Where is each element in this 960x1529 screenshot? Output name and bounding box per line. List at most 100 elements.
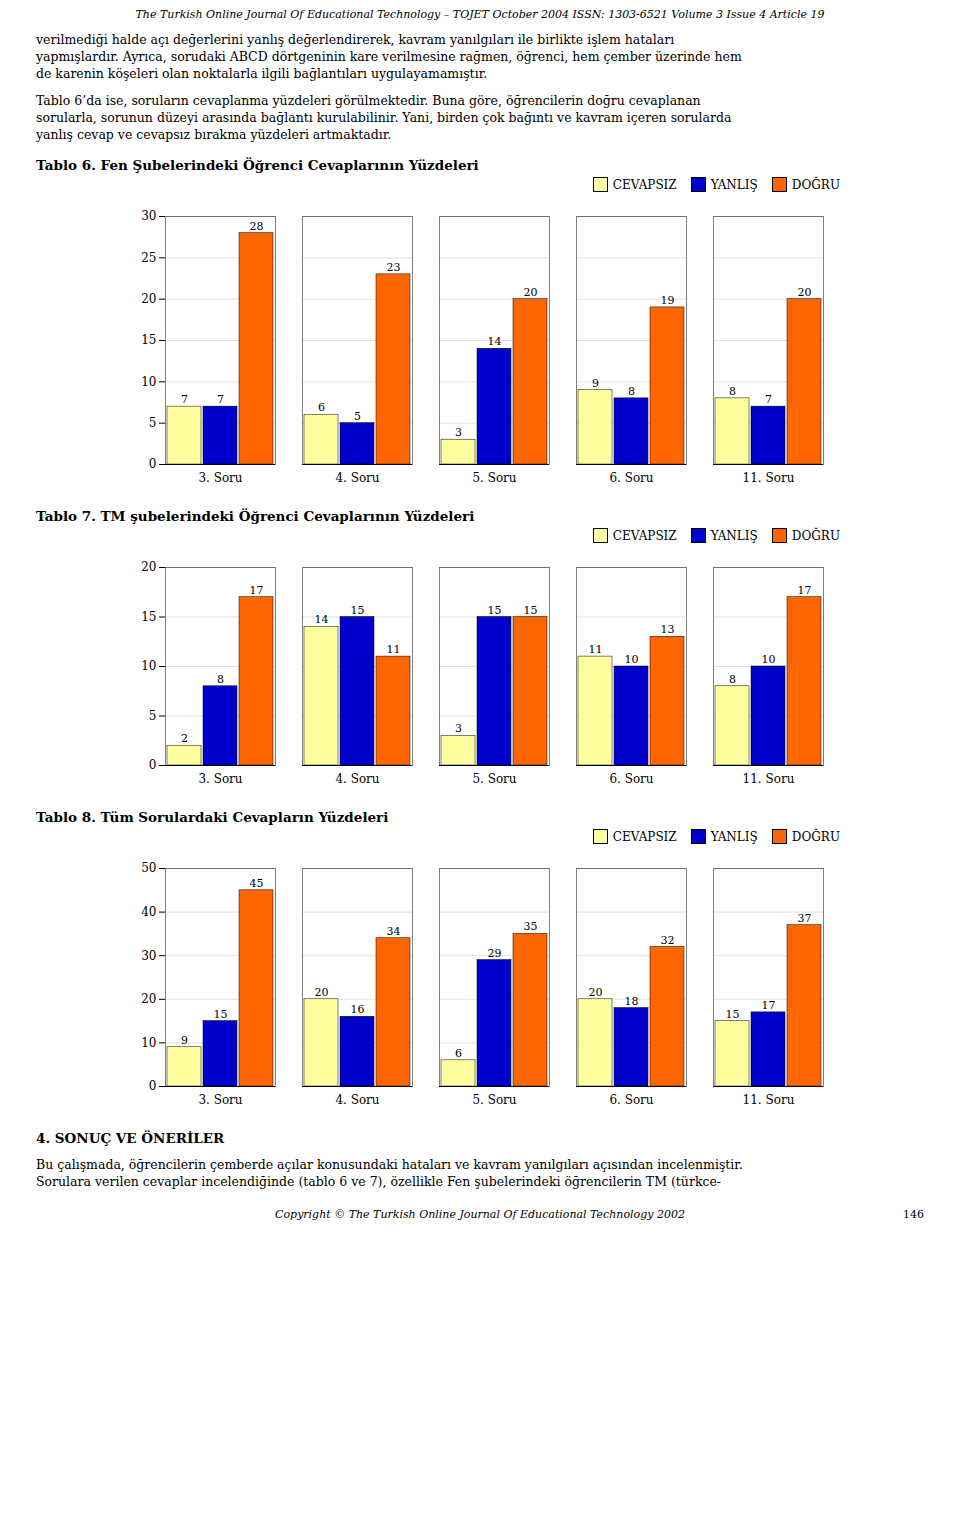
svg-text:5. Soru: 5. Soru [472, 772, 516, 786]
svg-text:37: 37 [798, 912, 812, 925]
svg-text:5: 5 [149, 416, 157, 430]
svg-text:50: 50 [141, 861, 156, 875]
html-text:Tablo 6’da ise, soruların ceva: Tablo 6’da ise, soruların cevaplanma yüz… [36, 93, 701, 108]
svg-text:6: 6 [455, 1047, 462, 1060]
svg-text:10: 10 [762, 653, 776, 666]
svg-text:6. Soru: 6. Soru [609, 1093, 653, 1107]
svg-text:15: 15 [214, 1008, 228, 1021]
svg-text:11: 11 [589, 643, 603, 656]
svg-text:20: 20 [798, 286, 812, 299]
svg-text:3. Soru: 3. Soru [198, 471, 242, 485]
html-text:YANLIŞ: YANLIŞ [710, 528, 758, 543]
svg-text:25: 25 [141, 251, 156, 265]
svg-text:20: 20 [141, 292, 156, 306]
svg-text:14: 14 [488, 335, 502, 348]
svg-text:20: 20 [589, 986, 603, 999]
html-text:Bu çalışmada, öğrencilerin çem: Bu çalışmada, öğrencilerin çemberde açıl… [36, 1157, 743, 1172]
svg-text:8: 8 [217, 673, 224, 686]
svg-text:15: 15 [141, 333, 156, 347]
svg-text:15: 15 [488, 604, 502, 617]
html-text:Tablo 6. Fen Şubelerindeki Öğr: Tablo 6. Fen Şubelerindeki Öğrenci Cevap… [36, 157, 479, 173]
svg-text:32: 32 [661, 934, 675, 947]
svg-text:16: 16 [351, 1003, 365, 1016]
svg-text:0: 0 [149, 758, 157, 772]
svg-text:18: 18 [625, 995, 639, 1008]
svg-text:45: 45 [250, 877, 264, 890]
svg-text:23: 23 [387, 261, 401, 274]
svg-text:3: 3 [455, 722, 462, 735]
svg-text:20: 20 [141, 992, 156, 1006]
svg-text:4. Soru: 4. Soru [335, 1093, 379, 1107]
svg-text:40: 40 [141, 905, 156, 919]
svg-text:15: 15 [351, 604, 365, 617]
html-text:YANLIŞ: YANLIŞ [710, 177, 758, 192]
svg-text:11. Soru: 11. Soru [743, 772, 795, 786]
svg-text:6. Soru: 6. Soru [609, 471, 653, 485]
html-text:verilmediği halde açı değerler: verilmediği halde açı değerlerini yanlış… [36, 32, 675, 47]
svg-text:10: 10 [141, 659, 156, 673]
html-text:The Turkish Online Journal Of: The Turkish Online Journal Of Educationa… [135, 8, 825, 21]
svg-text:29: 29 [488, 947, 502, 960]
svg-text:5: 5 [354, 410, 361, 423]
svg-text:3: 3 [455, 426, 462, 439]
svg-text:8: 8 [729, 673, 736, 686]
svg-text:5. Soru: 5. Soru [472, 471, 516, 485]
svg-text:5. Soru: 5. Soru [472, 1093, 516, 1107]
html-text:4. SONUÇ VE ÖNERİLER: 4. SONUÇ VE ÖNERİLER [36, 1130, 225, 1146]
svg-text:11: 11 [387, 643, 401, 656]
svg-text:15: 15 [726, 1008, 740, 1021]
svg-text:7: 7 [765, 393, 772, 406]
svg-text:6. Soru: 6. Soru [609, 772, 653, 786]
svg-text:10: 10 [141, 1036, 156, 1050]
svg-text:0: 0 [149, 457, 157, 471]
svg-text:7: 7 [217, 393, 224, 406]
svg-text:17: 17 [798, 584, 812, 597]
html-text:yapmışlardır. Ayrıca, sorudaki: yapmışlardır. Ayrıca, sorudaki ABCD dört… [36, 49, 742, 64]
svg-text:0: 0 [149, 1079, 157, 1093]
svg-text:11. Soru: 11. Soru [743, 471, 795, 485]
svg-text:3. Soru: 3. Soru [198, 1093, 242, 1107]
html-text:DOĞRU: DOĞRU [791, 829, 840, 844]
html-text:de karenin köşeleri olan nokta: de karenin köşeleri olan noktalarla ilgi… [36, 66, 488, 81]
svg-text:28: 28 [250, 220, 264, 233]
svg-text:15: 15 [524, 604, 538, 617]
svg-text:30: 30 [141, 949, 156, 963]
svg-text:35: 35 [524, 920, 538, 933]
html-text:CEVAPSIZ: CEVAPSIZ [612, 528, 677, 543]
svg-text:20: 20 [524, 286, 538, 299]
html-text:DOĞRU: DOĞRU [791, 177, 840, 192]
svg-text:11. Soru: 11. Soru [743, 1093, 795, 1107]
html-text:yanlış cevap ve cevapsız bırak: yanlış cevap ve cevapsız bırakma yüzdele… [36, 127, 392, 142]
html-text:Sorulara verilen cevaplar ince: Sorulara verilen cevaplar incelendiğinde… [36, 1174, 722, 1189]
svg-text:20: 20 [141, 560, 156, 574]
html-text:Tablo 7. TM şubelerindeki Öğre: Tablo 7. TM şubelerindeki Öğrenci Cevapl… [36, 508, 475, 524]
svg-text:15: 15 [141, 610, 156, 624]
svg-text:2: 2 [181, 732, 188, 745]
svg-text:10: 10 [141, 375, 156, 389]
svg-text:9: 9 [181, 1034, 188, 1047]
svg-text:6: 6 [318, 401, 325, 414]
svg-text:19: 19 [661, 294, 675, 307]
html-text:CEVAPSIZ: CEVAPSIZ [612, 177, 677, 192]
html-text:YANLIŞ: YANLIŞ [710, 829, 758, 844]
html-text:Tablo 8. Tüm Sorulardaki Cevap: Tablo 8. Tüm Sorulardaki Cevapların Yüzd… [36, 809, 389, 825]
svg-text:17: 17 [762, 999, 776, 1012]
svg-text:13: 13 [661, 623, 675, 636]
html-text:CEVAPSIZ: CEVAPSIZ [612, 829, 677, 844]
html-text:sorularla, sorunun düzeyi aras: sorularla, sorunun düzeyi arasında bağla… [36, 110, 732, 125]
svg-text:8: 8 [729, 385, 736, 398]
svg-text:14: 14 [315, 613, 329, 626]
svg-text:10: 10 [625, 653, 639, 666]
svg-text:34: 34 [387, 925, 401, 938]
svg-text:9: 9 [592, 377, 599, 390]
svg-text:5: 5 [149, 709, 157, 723]
svg-text:8: 8 [628, 385, 635, 398]
svg-text:30: 30 [141, 209, 156, 223]
svg-text:7: 7 [181, 393, 188, 406]
svg-text:3. Soru: 3. Soru [198, 772, 242, 786]
svg-text:17: 17 [250, 584, 264, 597]
svg-text:20: 20 [315, 986, 329, 999]
svg-text:4. Soru: 4. Soru [335, 772, 379, 786]
html-text:DOĞRU: DOĞRU [791, 528, 840, 543]
svg-text:4. Soru: 4. Soru [335, 471, 379, 485]
